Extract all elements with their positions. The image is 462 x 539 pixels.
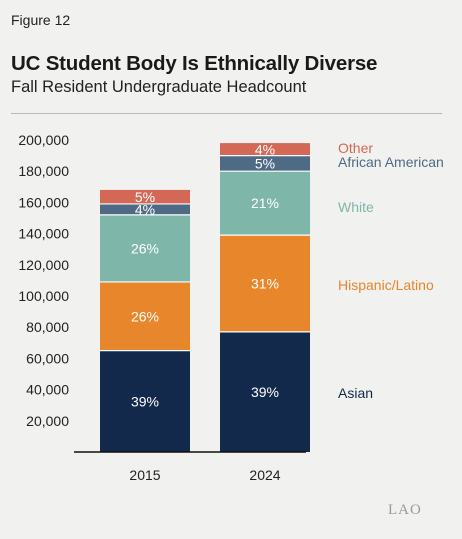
- bar-segment: [100, 203, 190, 215]
- bar-segment: [220, 331, 310, 452]
- data-label: 39%: [251, 384, 279, 400]
- y-tick-label: 120,000: [18, 257, 69, 273]
- legend-label: Asian: [338, 385, 373, 401]
- data-label: 31%: [251, 276, 279, 292]
- data-label: 4%: [135, 201, 155, 217]
- lao-logo: LAO: [388, 502, 422, 518]
- chart-subtitle: Fall Resident Undergraduate Headcount: [11, 78, 307, 96]
- y-tick-label: 160,000: [18, 194, 69, 210]
- bar-segment: [220, 155, 310, 172]
- data-label: 26%: [131, 308, 159, 324]
- data-label: 5%: [255, 155, 275, 171]
- bar-segment: [220, 171, 310, 236]
- x-tick-label: 2015: [129, 467, 160, 483]
- title-divider: [11, 113, 442, 114]
- bar-segment: [220, 235, 310, 332]
- data-label: 4%: [255, 141, 275, 157]
- bar-segment: [100, 214, 190, 282]
- chart-title: UC Student Body Is Ethnically Diverse: [11, 52, 378, 75]
- x-tick-label: 2024: [249, 467, 280, 483]
- legend-label: Hispanic/Latino: [338, 277, 434, 293]
- y-tick-label: 100,000: [18, 288, 69, 304]
- data-label: 5%: [135, 189, 155, 205]
- bar-segment: [100, 350, 190, 452]
- y-tick-label: 40,000: [26, 382, 69, 398]
- y-tick-label: 80,000: [26, 319, 69, 335]
- y-tick-label: 60,000: [26, 350, 69, 366]
- y-tick-label: 200,000: [18, 132, 69, 148]
- y-tick-label: 180,000: [18, 163, 69, 179]
- data-label: 39%: [131, 393, 159, 409]
- legend-label: White: [338, 199, 374, 215]
- bar-segment: [100, 281, 190, 351]
- legend-label: African American: [338, 154, 444, 170]
- y-tick-label: 20,000: [26, 413, 69, 429]
- y-tick-label: 140,000: [18, 226, 69, 242]
- bar-segment: [100, 189, 190, 204]
- data-label: 21%: [251, 195, 279, 211]
- legend-label: Other: [338, 140, 373, 156]
- data-label: 26%: [131, 240, 159, 256]
- figure-label: Figure 12: [11, 12, 71, 28]
- bar-segment: [220, 143, 310, 156]
